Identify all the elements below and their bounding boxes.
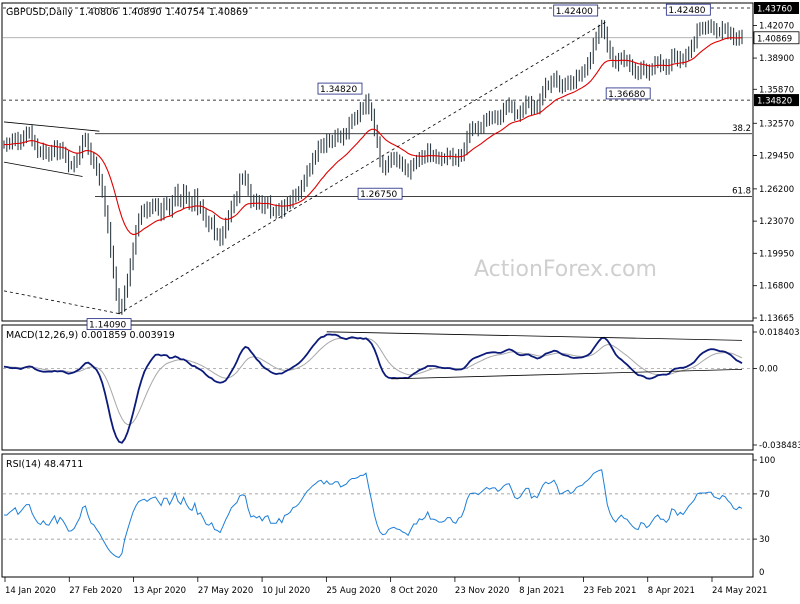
macd-panel-frame xyxy=(1,324,754,451)
macd-tick-label--0.038483: -0.038483 xyxy=(759,441,800,451)
downtrend-dashed-line xyxy=(3,290,120,315)
annotation-label-1.36680: 1.36680 xyxy=(608,90,645,100)
rsi-title: RSI(14) 48.4711 xyxy=(6,459,83,470)
uptrend-dashed-line xyxy=(118,21,606,314)
watermark: ActionForex.com xyxy=(474,257,657,282)
rsi-panel-frame xyxy=(1,453,754,578)
price-tick-label-1.42070: 1.42070 xyxy=(759,21,794,31)
rsi-layer xyxy=(3,469,752,559)
header-open: 1.40806 xyxy=(79,7,118,18)
date-tick-label-11: 24 May 2021 xyxy=(712,586,767,596)
macd-upper-trendline xyxy=(326,331,743,341)
price-tick-label-1.13665: 1.13665 xyxy=(759,314,794,324)
price-tick-label-1.23070: 1.23070 xyxy=(759,217,794,227)
header-low: 1.40754 xyxy=(166,7,205,18)
macd-line xyxy=(3,333,743,444)
date-tick-label-8: 8 Jan 2021 xyxy=(519,586,565,596)
macd-lower-trendline xyxy=(391,368,743,380)
annotation-box xyxy=(86,318,132,331)
rsi-tick-label-100: 100 xyxy=(759,456,775,466)
macd-layer xyxy=(3,331,752,444)
annotation-label-1.26750: 1.26750 xyxy=(360,190,397,200)
annotation-box xyxy=(665,3,711,16)
rsi-tick-label-0: 0 xyxy=(759,568,764,578)
price-tick-label-1.32570: 1.32570 xyxy=(759,119,794,129)
date-tick-label-2: 13 Apr 2020 xyxy=(134,586,187,596)
date-tick-label-9: 23 Feb 2021 xyxy=(583,586,636,596)
annotation-label-1.42400: 1.42400 xyxy=(556,7,593,17)
date-tick-label-0: 14 Jan 2020 xyxy=(5,586,56,596)
channel-lower-line xyxy=(3,161,83,177)
level-price-tag-bg xyxy=(754,94,799,107)
header-high: 1.40890 xyxy=(122,7,161,18)
current-price-tag: 1.40869 xyxy=(757,34,792,44)
level-price-tag: 1.34820 xyxy=(757,97,792,107)
macd-title: MACD(12,26,9) 0.001859 0.003919 xyxy=(6,330,175,341)
fib-label-38.2: 38.2 xyxy=(732,124,751,134)
chart-header-symbol: GBPUSD,Daily 1.40806 1.40890 1.40754 1.40869 xyxy=(6,7,248,18)
date-tick-label-7: 23 Nov 2020 xyxy=(455,586,509,596)
date-tick-label-10: 8 Apr 2021 xyxy=(648,586,695,596)
current-price-tag-bg xyxy=(753,31,800,45)
price-tick-label-1.29450: 1.29450 xyxy=(759,151,794,161)
annotation-label-1.14090: 1.14090 xyxy=(89,321,126,331)
annotation-box xyxy=(357,187,403,200)
date-tick-label-5: 25 Aug 2020 xyxy=(326,586,380,596)
axis-layer: 1.42070 1.38900 1.35870 1.32570 1.29450 1.262… xyxy=(4,2,800,596)
date-tick-label-6: 8 Oct 2020 xyxy=(391,586,438,596)
fib-label-61.8: 61.8 xyxy=(732,187,751,197)
price-tick-label-1.16800: 1.16800 xyxy=(759,282,794,292)
price-tick-label-1.35870: 1.35870 xyxy=(759,85,794,95)
price-tick-label-1.38900: 1.38900 xyxy=(759,54,794,64)
macd-tick-label-0.018403: 0.018403 xyxy=(759,328,800,338)
price-panel-frame xyxy=(1,2,754,322)
date-tick-label-3: 27 May 2020 xyxy=(198,586,253,596)
annotation-label-1.34820: 1.34820 xyxy=(320,85,357,95)
rsi-line xyxy=(3,469,743,559)
rsi-tick-label-30: 30 xyxy=(759,535,770,545)
header-symbol: GBPUSD,Daily xyxy=(6,7,73,18)
macd-tick-label-0.00: 0.00 xyxy=(759,365,778,375)
top-price-tag: 1.43760 xyxy=(757,5,792,15)
annotation-box xyxy=(317,82,363,95)
date-tick-label-4: 10 Jul 2020 xyxy=(262,586,310,596)
price-tick-label-1.26200: 1.26200 xyxy=(759,185,794,195)
header-close: 1.40869 xyxy=(209,7,248,18)
price-layer: 38.2 61.8 1.42400 1.42480 1.36680 1.34820 1.26… xyxy=(3,3,752,331)
annotation-box xyxy=(605,87,651,100)
rsi-tick-label-70: 70 xyxy=(759,490,770,500)
annotation-label-1.42480: 1.42480 xyxy=(668,6,705,16)
top-price-tag-bg xyxy=(754,2,799,14)
annotation-box xyxy=(553,4,599,17)
price-tick-label-1.19950: 1.19950 xyxy=(759,249,794,259)
macd-signal-line xyxy=(4,337,743,426)
channel-upper-line xyxy=(3,121,100,132)
date-tick-label-1: 27 Feb 2020 xyxy=(69,586,122,596)
moving-average-line xyxy=(4,37,742,236)
